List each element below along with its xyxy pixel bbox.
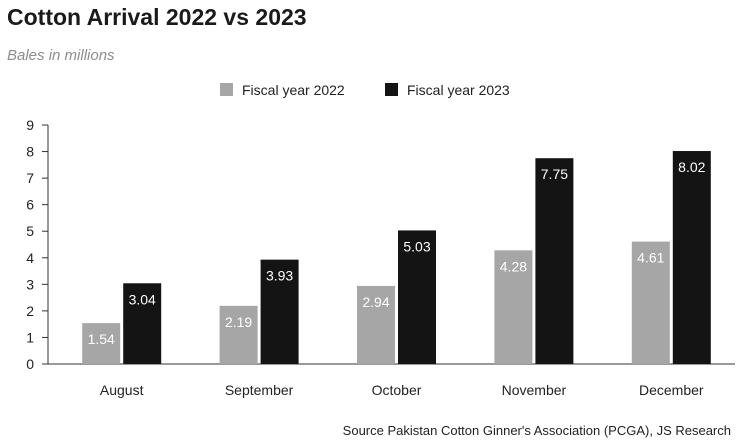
x-tick-label: September bbox=[225, 382, 294, 398]
y-tick-label: 2 bbox=[26, 303, 34, 319]
data-label: 4.28 bbox=[500, 258, 527, 274]
y-tick-label: 9 bbox=[26, 117, 34, 133]
data-label: 2.19 bbox=[225, 314, 252, 330]
data-label: 4.61 bbox=[637, 250, 664, 266]
y-tick-label: 0 bbox=[26, 356, 34, 372]
bar bbox=[123, 283, 162, 364]
data-label: 2.94 bbox=[362, 294, 389, 310]
y-tick-label: 8 bbox=[26, 144, 34, 160]
y-tick-label: 5 bbox=[26, 223, 34, 239]
bar bbox=[631, 241, 670, 364]
data-label: 5.03 bbox=[403, 238, 430, 254]
data-label: 7.75 bbox=[541, 166, 568, 182]
legend-label: Fiscal year 2023 bbox=[407, 82, 510, 98]
bar bbox=[535, 158, 574, 364]
bar bbox=[398, 230, 436, 364]
y-tick-label: 6 bbox=[26, 197, 34, 213]
data-label: 1.54 bbox=[88, 331, 115, 347]
y-tick-label: 3 bbox=[26, 276, 34, 292]
bar bbox=[260, 259, 299, 364]
x-tick-label: December bbox=[639, 382, 704, 398]
y-tick-label: 4 bbox=[26, 250, 34, 266]
data-label: 3.93 bbox=[266, 268, 293, 284]
legend-label: Fiscal year 2022 bbox=[242, 82, 345, 98]
bar bbox=[494, 250, 533, 364]
bar bbox=[82, 323, 121, 364]
y-tick-label: 7 bbox=[26, 170, 34, 186]
chart-title: Cotton Arrival 2022 vs 2023 bbox=[7, 4, 307, 30]
bar bbox=[219, 305, 258, 364]
chart-subtitle: Bales in millions bbox=[7, 47, 115, 64]
legend-swatch bbox=[385, 83, 398, 96]
x-tick-label: November bbox=[502, 382, 567, 398]
legend-swatch bbox=[220, 83, 233, 96]
x-tick-label: October bbox=[372, 382, 422, 398]
data-label: 3.04 bbox=[129, 291, 156, 307]
source-note: Source Pakistan Cotton Ginner's Associat… bbox=[342, 423, 731, 438]
data-label: 8.02 bbox=[678, 159, 705, 175]
bar bbox=[672, 151, 711, 364]
bar bbox=[357, 285, 395, 364]
x-tick-label: August bbox=[100, 382, 144, 398]
y-tick-label: 1 bbox=[26, 329, 34, 345]
